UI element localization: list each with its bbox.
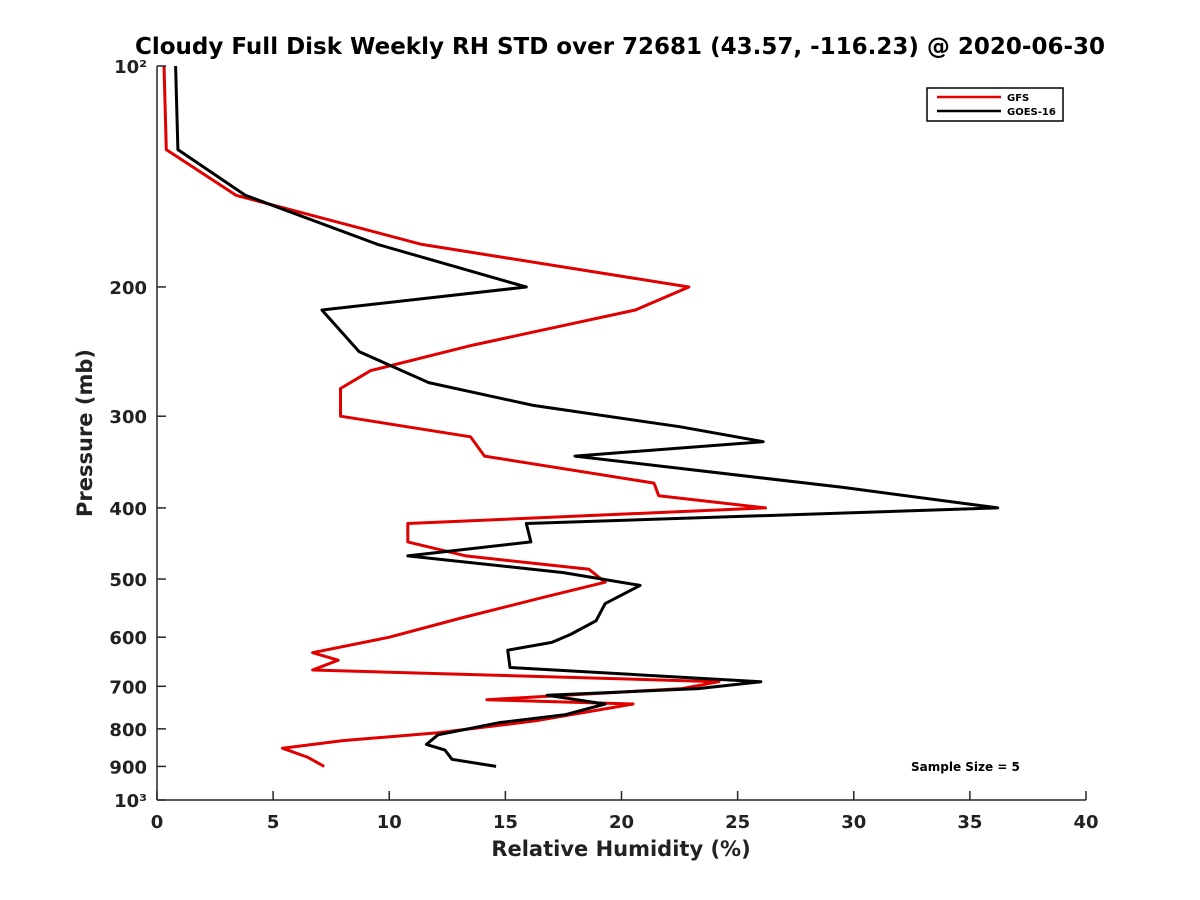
series-line-goes-16 [174, 65, 1000, 768]
series-layer [162, 65, 1000, 768]
axes-layer: 0 5 10 15 20 25 30 35 40 10² 200 300 400 500 600 700 800… [109, 57, 1098, 833]
plot-area [157, 66, 1086, 800]
x-tick-label: 25 [725, 812, 750, 833]
legend-box [926, 87, 1064, 122]
y-tick-label: 10³ [114, 791, 147, 812]
y-axis-label: Pressure (mb) [73, 349, 97, 517]
x-tick-label: 15 [493, 812, 518, 833]
x-tick-label: 35 [957, 812, 982, 833]
sample-size-annotation: Sample Size = 5 [911, 760, 1020, 774]
x-tick-label: 5 [267, 812, 280, 833]
legend-label-gfs: GFS [1007, 93, 1029, 104]
x-tick-label: 20 [609, 812, 634, 833]
series-line-gfs [162, 65, 767, 768]
y-tick-label: 800 [109, 720, 147, 741]
chart-title: Cloudy Full Disk Weekly RH STD over 7268… [135, 34, 1105, 60]
x-tick-label: 10 [377, 812, 402, 833]
y-tick-label: 600 [109, 628, 147, 649]
y-tick-label: 300 [109, 407, 147, 428]
x-axis-label: Relative Humidity (%) [491, 837, 750, 861]
y-tick-label: 400 [109, 499, 147, 520]
y-tick-label: 700 [109, 677, 147, 698]
legend: GFS GOES-16 [926, 87, 1064, 122]
x-tick-label: 30 [841, 812, 866, 833]
y-tick-label: 200 [109, 278, 147, 299]
y-tick-label: 500 [109, 570, 147, 591]
y-tick-label: 10² [114, 57, 147, 78]
x-tick-label: 40 [1073, 812, 1098, 833]
x-tick-label: 0 [151, 812, 164, 833]
y-tick-label: 900 [109, 757, 147, 778]
legend-label-goes-16: GOES-16 [1007, 107, 1056, 118]
